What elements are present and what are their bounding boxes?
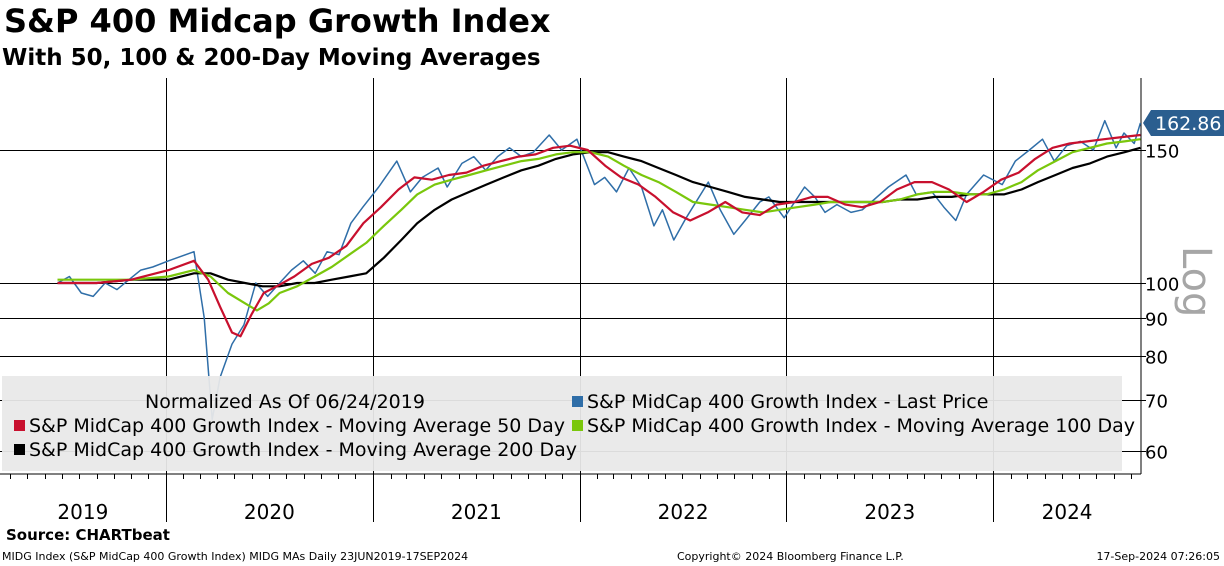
- y-tick-label: 60: [1145, 443, 1168, 464]
- year-axis: 2019 2020 2021 2022 2023 2024: [57, 500, 1092, 524]
- y-tick-label: 150: [1145, 142, 1179, 163]
- year-label: 2022: [658, 500, 709, 524]
- series: [57, 119, 1142, 421]
- legend-swatch: [572, 396, 583, 407]
- series-line-2: [57, 138, 1141, 312]
- series-line-1: [57, 133, 1141, 338]
- footer-description: MIDG Index (S&P MidCap 400 Growth Index)…: [2, 550, 469, 563]
- page-subtitle: With 50, 100 & 200-Day Moving Averages: [2, 45, 541, 71]
- footer-timestamp: 17-Sep-2024 07:26:05: [1096, 550, 1220, 563]
- series-line-3: [57, 146, 1141, 288]
- year-label: 2023: [864, 500, 915, 524]
- page-title: S&P 400 Midcap Growth Index: [4, 2, 551, 40]
- year-label: 2020: [244, 500, 295, 524]
- year-label: 2019: [57, 500, 108, 524]
- y-tick-label: 70: [1145, 392, 1168, 413]
- last-value-label: 162.86: [1155, 113, 1221, 135]
- legend-swatch: [14, 444, 25, 455]
- log-scale-label: Log: [1173, 246, 1219, 317]
- legend-entry: S&P MidCap 400 Growth Index - Last Price: [587, 391, 988, 413]
- legend-panel: [2, 376, 1122, 471]
- last-value-badge-shape: [1143, 110, 1224, 136]
- legend-swatch: [572, 420, 583, 431]
- legend-entry: S&P MidCap 400 Growth Index - Moving Ave…: [29, 439, 577, 461]
- last-value-badge: 162.86: [1143, 110, 1224, 136]
- series-line-0: [57, 119, 1142, 421]
- y-tick-label: 90: [1145, 310, 1168, 331]
- legend-note: Normalized As Of 06/24/2019: [145, 391, 425, 413]
- year-label: 2024: [1042, 500, 1093, 524]
- legend: Normalized As Of 06/24/2019 S&P MidCap 40…: [2, 376, 1135, 471]
- year-label: 2021: [451, 500, 502, 524]
- legend-entry: S&P MidCap 400 Growth Index - Moving Ave…: [29, 415, 565, 437]
- legend-swatch: [14, 420, 25, 431]
- source-label: Source: CHARTbeat: [6, 526, 170, 544]
- y-axis: 60 70 80 90 100 150 162.86 Log: [1143, 110, 1224, 464]
- legend-entry: S&P MidCap 400 Growth Index - Moving Ave…: [587, 415, 1135, 437]
- footer-copyright: Copyright© 2024 Bloomberg Finance L.P.: [677, 550, 904, 563]
- y-tick-label: 100: [1145, 275, 1179, 296]
- y-tick-label: 80: [1145, 348, 1168, 369]
